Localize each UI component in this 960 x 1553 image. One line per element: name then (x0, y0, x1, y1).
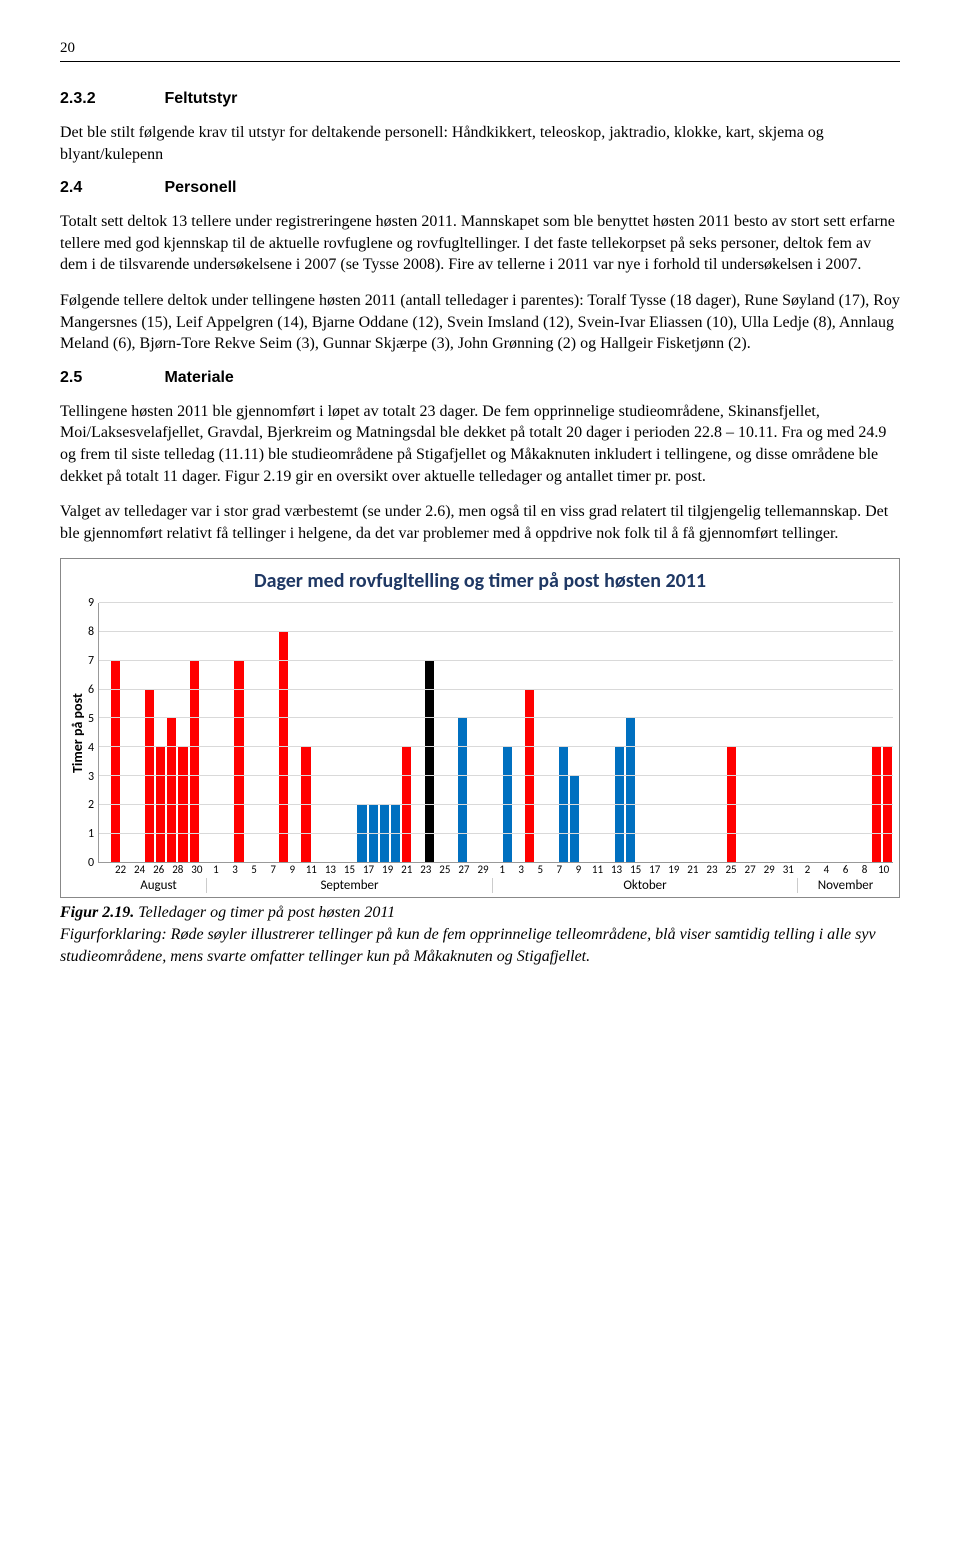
xtick-label: 15 (626, 863, 645, 876)
chart-bar (167, 718, 176, 862)
xtick-label: 24 (130, 863, 149, 876)
heading-num: 2.3.2 (60, 90, 160, 108)
month-label: August (111, 878, 206, 893)
figure-title: Telledager og timer på post høsten 2011 (134, 904, 395, 921)
chart-yaxis: 0123456789 (88, 603, 98, 863)
chart-xticks: 2224262830135791113151719212325272913579… (111, 863, 893, 876)
chart-xaxis: 2224262830135791113151719212325272913579… (111, 863, 893, 893)
xtick-label: 30 (187, 863, 206, 876)
chart-bar (279, 632, 288, 862)
xtick-label: 8 (855, 863, 874, 876)
header-rule (60, 61, 900, 62)
xtick-label: 23 (702, 863, 721, 876)
para-24-1: Totalt sett deltok 13 tellere under regi… (60, 211, 900, 276)
para-24-2: Følgende tellere deltok under tellingene… (60, 290, 900, 355)
xtick-label: 29 (760, 863, 779, 876)
xtick-label: 13 (321, 863, 340, 876)
chart-bar (626, 718, 635, 862)
chart-plot (98, 603, 893, 863)
xtick-label: 21 (397, 863, 416, 876)
heading-num: 2.5 (60, 369, 160, 387)
month-label: September (206, 878, 492, 893)
chart-ylabel: Timer på post (67, 603, 88, 863)
heading-2-5: 2.5 Materiale (60, 369, 900, 387)
xtick-label: 3 (225, 863, 244, 876)
page-number: 20 (60, 40, 900, 57)
month-label: Oktober (492, 878, 797, 893)
xtick-label: 25 (435, 863, 454, 876)
figure-caption: Figur 2.19. Telledager og timer på post … (60, 902, 900, 967)
xtick-label: 1 (493, 863, 512, 876)
xtick-label: 10 (874, 863, 893, 876)
xtick-label: 19 (664, 863, 683, 876)
chart-bar (145, 690, 154, 863)
para-25-1: Tellingene høsten 2011 ble gjennomført i… (60, 401, 900, 487)
chart-bar (570, 776, 579, 862)
xtick-label: 3 (512, 863, 531, 876)
xtick-label: 2 (798, 863, 817, 876)
xtick-label: 17 (645, 863, 664, 876)
figure-explain: Figurforklaring: Røde søyler illustrerer… (60, 926, 876, 965)
figure-label: Figur 2.19. (60, 904, 134, 921)
xtick-label: 27 (741, 863, 760, 876)
para-25-2: Valget av telledager var i stor grad vær… (60, 501, 900, 544)
xtick-label: 4 (817, 863, 836, 876)
xtick-label: 15 (340, 863, 359, 876)
xtick-label: 7 (550, 863, 569, 876)
xtick-label: 9 (569, 863, 588, 876)
xtick-label: 11 (302, 863, 321, 876)
xtick-label: 25 (722, 863, 741, 876)
xtick-label: 31 (779, 863, 798, 876)
heading-title: Materiale (164, 369, 233, 386)
chart-bar (525, 690, 534, 863)
xtick-label: 29 (473, 863, 492, 876)
xtick-label: 6 (836, 863, 855, 876)
para-232-1: Det ble stilt følgende krav til utstyr f… (60, 122, 900, 165)
heading-title: Personell (164, 179, 236, 196)
xtick-label: 5 (531, 863, 550, 876)
xtick-label: 28 (168, 863, 187, 876)
xtick-label: 13 (607, 863, 626, 876)
xtick-label: 5 (245, 863, 264, 876)
chart-container: Dager med rovfugltelling og timer på pos… (60, 558, 900, 898)
xtick-label: 26 (149, 863, 168, 876)
xtick-label: 7 (264, 863, 283, 876)
chart-bars (99, 603, 893, 862)
xtick-label: 27 (454, 863, 473, 876)
xtick-label: 17 (359, 863, 378, 876)
month-label: November (797, 878, 893, 893)
chart-month-row: AugustSeptemberOktoberNovember (111, 878, 893, 893)
chart-bar (458, 718, 467, 862)
xtick-label: 21 (683, 863, 702, 876)
xtick-label: 1 (206, 863, 225, 876)
xtick-label: 11 (588, 863, 607, 876)
heading-2-3-2: 2.3.2 Feltutstyr (60, 90, 900, 108)
xtick-label: 22 (111, 863, 130, 876)
xtick-label: 19 (378, 863, 397, 876)
chart-title: Dager med rovfugltelling og timer på pos… (67, 569, 893, 593)
heading-num: 2.4 (60, 179, 160, 197)
heading-title: Feltutstyr (164, 90, 237, 107)
heading-2-4: 2.4 Personell (60, 179, 900, 197)
xtick-label: 9 (283, 863, 302, 876)
xtick-label: 23 (416, 863, 435, 876)
